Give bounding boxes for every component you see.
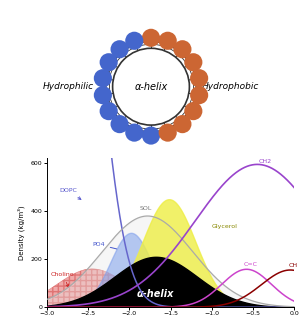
Circle shape — [142, 29, 160, 47]
Text: PO4: PO4 — [92, 242, 117, 249]
Y-axis label: Density (kg/m³): Density (kg/m³) — [18, 205, 25, 260]
Text: CH: CH — [289, 263, 298, 268]
Circle shape — [111, 40, 129, 58]
Circle shape — [184, 53, 202, 71]
Circle shape — [190, 86, 208, 104]
Text: α-helix: α-helix — [137, 289, 175, 299]
Circle shape — [125, 124, 143, 142]
Text: Glycerol: Glycerol — [212, 224, 238, 229]
Circle shape — [94, 86, 112, 104]
Circle shape — [190, 69, 208, 87]
Circle shape — [159, 124, 177, 142]
Circle shape — [142, 126, 160, 145]
Text: SOL: SOL — [139, 206, 152, 211]
Circle shape — [100, 102, 118, 120]
Text: Hydrophilic: Hydrophilic — [43, 82, 94, 91]
Circle shape — [113, 48, 189, 125]
Text: CH2: CH2 — [258, 159, 271, 164]
Circle shape — [173, 115, 191, 133]
Text: Hydrophobic: Hydrophobic — [202, 82, 259, 91]
Circle shape — [184, 102, 202, 120]
Circle shape — [100, 53, 118, 71]
Circle shape — [173, 40, 191, 58]
Text: Choline: Choline — [51, 272, 75, 287]
Circle shape — [159, 32, 177, 50]
Circle shape — [125, 32, 143, 50]
Text: C=C: C=C — [243, 262, 257, 268]
Circle shape — [94, 69, 112, 87]
Text: α-helix: α-helix — [134, 82, 168, 92]
Circle shape — [111, 115, 129, 133]
Text: DOPC: DOPC — [59, 188, 81, 199]
